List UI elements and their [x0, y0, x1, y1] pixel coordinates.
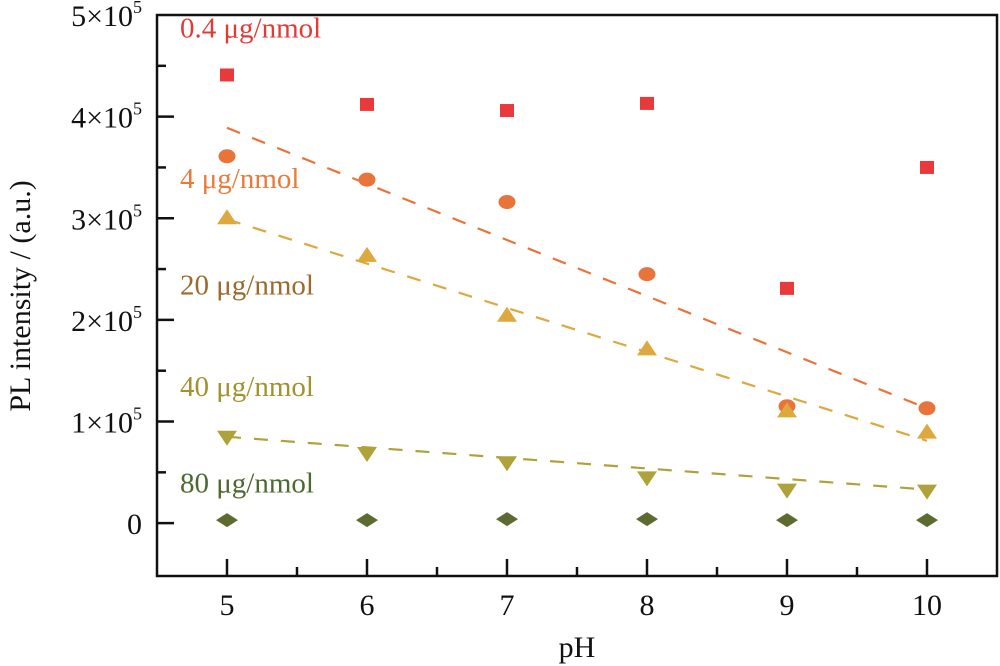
x-tick-label: 9 [780, 589, 795, 622]
data-point [358, 172, 376, 187]
y-tick-mantissa: 5×10 [71, 0, 133, 33]
y-tick-exponent: 5 [133, 302, 142, 322]
data-point [217, 430, 237, 446]
y-tick-label: 2×105 [71, 302, 142, 338]
series-label: 40 μg/nmol [180, 371, 314, 403]
data-point [360, 97, 374, 111]
x-tick-label: 6 [360, 589, 375, 622]
x-tick-labels: 5 6 7 8 9 10 [220, 589, 943, 622]
data-point [916, 513, 938, 528]
data-points-layer [216, 68, 938, 528]
series-label: 0.4 μg/nmol [180, 12, 321, 44]
data-point [356, 513, 378, 528]
data-point [777, 483, 797, 499]
series-label: 80 μg/nmol [180, 468, 314, 500]
ticks-layer [157, 64, 929, 576]
series-label: 20 μg/nmol [180, 269, 314, 301]
x-axis-label: pH [559, 631, 596, 664]
fit-line [226, 126, 928, 410]
data-point [776, 513, 798, 528]
data-point [497, 306, 517, 322]
y-tick-label: 1×105 [71, 404, 142, 440]
x-tick-label: 7 [500, 589, 515, 622]
y-tick-exponent: 5 [133, 99, 142, 119]
series-labels-layer: 0.4 μg/nmol 4 μg/nmol 20 μg/nmol 40 μg/nmol… [180, 12, 321, 499]
data-point [637, 471, 657, 487]
y-tick-mantissa: 3×10 [71, 203, 133, 236]
data-point [637, 340, 657, 356]
y-tick-mantissa: 0 [127, 508, 142, 541]
data-point [640, 96, 654, 110]
y-tick-mantissa: 4×10 [71, 102, 133, 135]
y-tick-exponent: 5 [133, 404, 142, 424]
data-point [357, 447, 377, 463]
data-point [498, 195, 516, 209]
y-tick-exponent: 5 [133, 200, 142, 220]
data-point [357, 246, 377, 262]
data-point [917, 423, 937, 439]
y-tick-exponent: 5 [133, 0, 142, 17]
data-point [220, 68, 234, 82]
data-point [920, 160, 934, 174]
data-point [500, 104, 514, 118]
data-point [496, 512, 518, 527]
data-point [218, 149, 236, 164]
data-point [918, 401, 936, 416]
y-tick-mantissa: 2×10 [71, 305, 133, 338]
data-point [917, 484, 937, 500]
x-tick-label: 5 [220, 589, 235, 622]
fit-line [226, 435, 928, 491]
data-point [777, 402, 797, 418]
x-tick-label: 8 [640, 589, 655, 622]
data-point [217, 209, 237, 225]
data-point [638, 267, 656, 282]
y-tick-mantissa: 1×10 [71, 407, 133, 440]
y-axis-label: PL intensity / (a.u.) [4, 180, 37, 411]
data-point [216, 513, 238, 528]
series-label: 4 μg/nmol [180, 163, 299, 195]
data-point [497, 456, 517, 472]
y-tick-label: 5×105 [71, 0, 142, 33]
fit-line [226, 218, 928, 442]
y-tick-label: 3×105 [71, 200, 142, 236]
data-point [636, 512, 658, 527]
x-tick-label: 10 [912, 589, 942, 622]
fit-lines-layer [226, 126, 928, 491]
data-point [780, 281, 794, 295]
y-tick-label: 0 [127, 508, 142, 541]
y-tick-label: 4×105 [71, 99, 142, 135]
